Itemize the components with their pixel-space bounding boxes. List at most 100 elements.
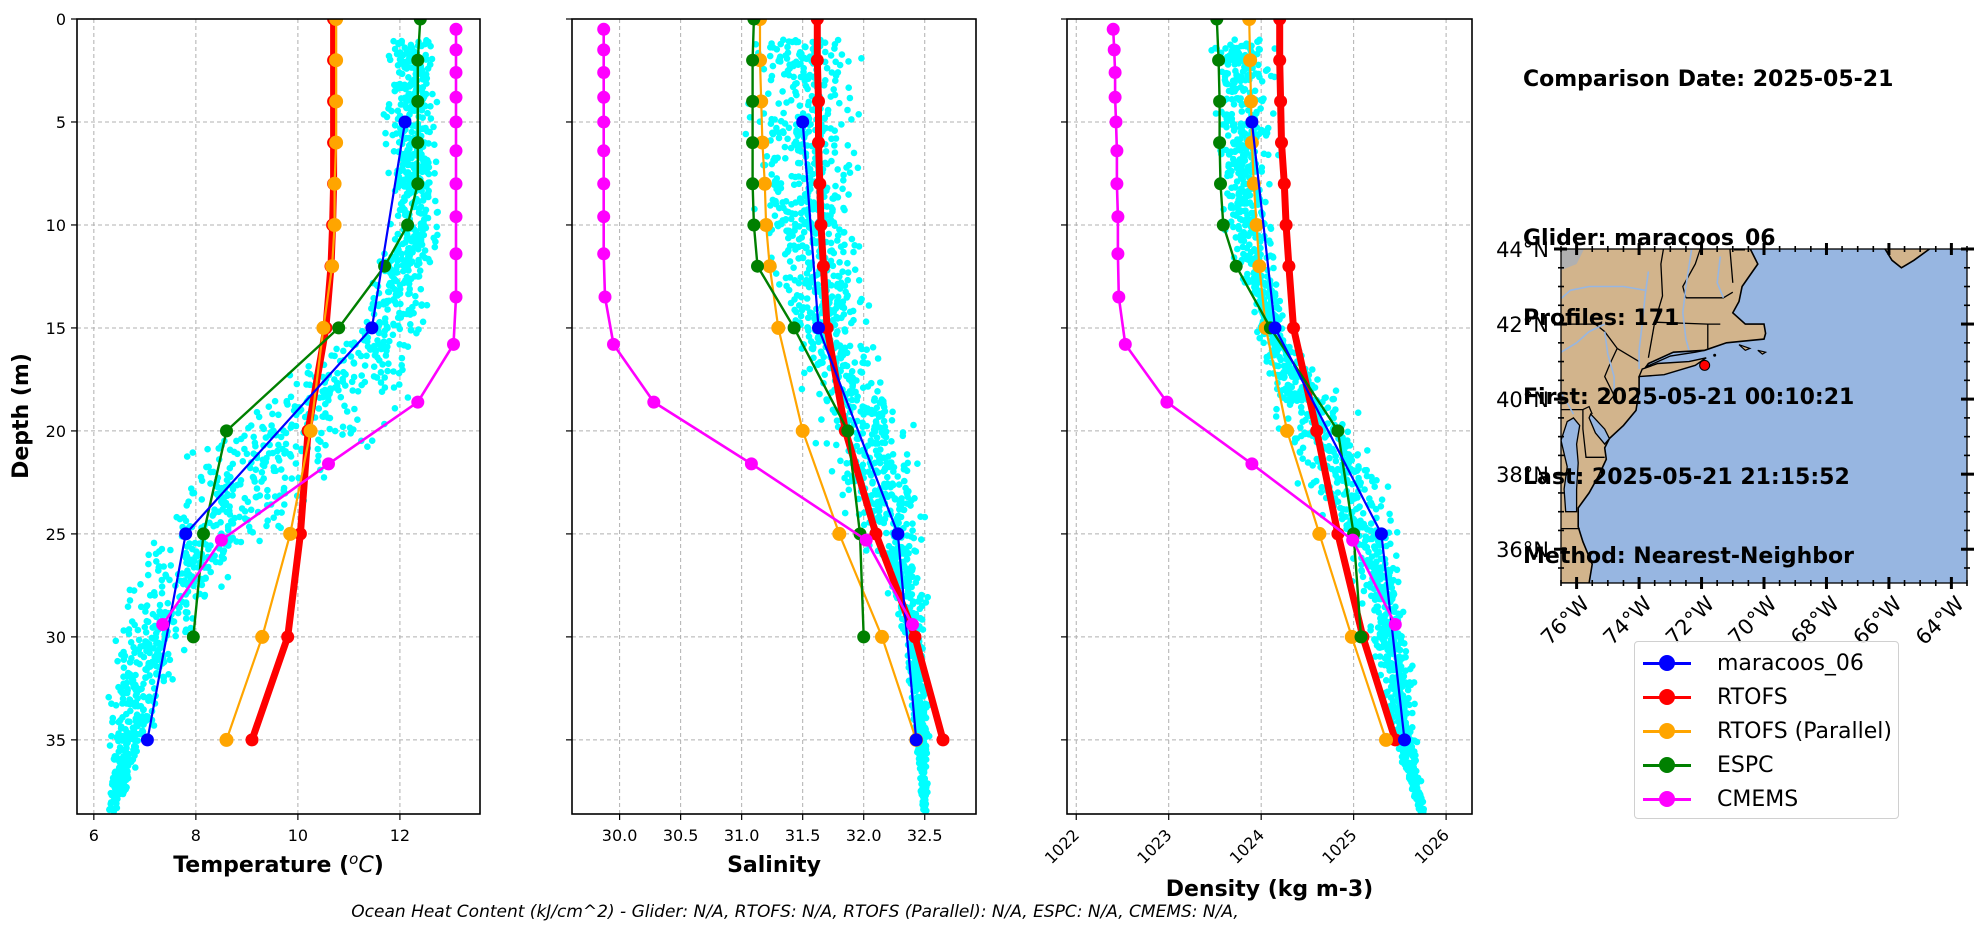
series-marker	[197, 527, 210, 541]
scatter-point	[320, 413, 327, 421]
scatter-point	[848, 235, 856, 243]
scatter-point	[1378, 565, 1386, 572]
series-marker	[156, 618, 170, 631]
scatter-point	[844, 276, 851, 284]
scatter-point	[792, 88, 799, 96]
legend-item-maracoos: maracoos_06	[1643, 646, 1864, 680]
scatter-point	[1227, 202, 1235, 209]
scatter-point	[911, 495, 918, 502]
series-line	[801, 120, 918, 742]
scatter-point	[314, 445, 322, 453]
scatter-point	[106, 806, 113, 814]
scatter-point	[1404, 686, 1412, 694]
scatter-point	[798, 234, 805, 241]
scatter-point	[1243, 149, 1250, 157]
scatter-point	[839, 268, 846, 276]
scatter-point	[1330, 414, 1337, 422]
scatter-point	[162, 571, 169, 579]
scatter-point	[828, 468, 836, 475]
scatter-point	[391, 45, 399, 53]
scatter-point	[864, 442, 872, 450]
scatter-point	[166, 656, 174, 664]
scatter-point	[396, 325, 404, 333]
series-marker	[747, 19, 761, 26]
scatter-point	[139, 727, 146, 734]
scatter-point	[796, 102, 804, 109]
scatter-point	[909, 520, 916, 527]
scatter-point	[411, 243, 419, 250]
x-tick-label: 30.0	[602, 826, 638, 845]
scatter-point	[153, 558, 160, 565]
series-marker	[449, 115, 463, 129]
scatter-point	[183, 559, 190, 567]
scatter-point	[824, 106, 832, 114]
scatter-point	[1340, 491, 1348, 498]
series-marker	[293, 527, 307, 541]
scatter-point	[247, 527, 254, 535]
series-marker	[869, 527, 883, 541]
scatter-point	[867, 437, 875, 444]
scatter-point	[855, 111, 862, 118]
scatter-point	[892, 538, 899, 546]
scatter-point	[836, 259, 843, 266]
scatter-point	[829, 316, 837, 324]
scatter-point	[831, 127, 838, 134]
glider-name: Glider: maracoos_06	[1523, 226, 1776, 251]
series-marker	[607, 337, 620, 351]
scatter-point	[1377, 661, 1385, 668]
scatter-point	[144, 571, 152, 579]
scatter-point	[1263, 358, 1270, 365]
scatter-point	[924, 593, 931, 601]
scatter-point	[398, 354, 406, 362]
scatter-point	[787, 97, 795, 104]
scatter-point	[1412, 779, 1420, 787]
scatter-point	[1387, 659, 1395, 667]
scatter-point	[1381, 655, 1389, 662]
scatter-point	[259, 423, 266, 431]
scatter-point	[1239, 195, 1246, 203]
lat-tick-label: 36°N	[1496, 538, 1549, 562]
scatter-point	[427, 115, 435, 122]
series-marker	[327, 218, 342, 232]
scatter-point	[354, 416, 361, 424]
scatter-point	[916, 594, 924, 601]
scatter-point	[124, 754, 132, 762]
series-marker	[597, 144, 611, 158]
scatter-point	[1310, 479, 1318, 486]
scatter-point	[767, 202, 774, 209]
series-marker	[746, 177, 760, 191]
scatter-point	[380, 298, 388, 306]
scatter-point	[777, 117, 785, 125]
scatter-point	[1409, 662, 1416, 670]
scatter-point	[873, 404, 881, 412]
scatter-point	[401, 64, 408, 71]
scatter-point	[1229, 155, 1237, 163]
scatter-point	[846, 169, 854, 176]
scatter-point	[1276, 316, 1283, 323]
scatter-point	[763, 153, 771, 160]
scatter-point	[877, 379, 884, 386]
series-marker	[597, 90, 611, 104]
scatter-point	[193, 548, 200, 555]
series-marker	[597, 115, 611, 129]
scatter-point	[224, 573, 232, 581]
scatter-point	[874, 498, 882, 506]
scatter-point	[861, 359, 868, 367]
scatter-point	[1322, 394, 1329, 401]
scatter-point	[820, 81, 828, 88]
scatter-point	[1368, 592, 1375, 600]
scatter-point	[1374, 603, 1382, 610]
scatter-point	[1348, 492, 1355, 499]
scatter-point	[1389, 666, 1397, 674]
scatter-point	[275, 411, 282, 419]
scatter-point	[358, 381, 366, 389]
series-marker	[747, 218, 761, 232]
scatter-point	[839, 301, 846, 309]
scatter-point	[119, 762, 127, 770]
scatter-point	[421, 162, 429, 169]
scatter-point	[431, 141, 438, 148]
scatter-point	[130, 644, 137, 651]
scatter-point	[903, 451, 911, 458]
scatter-point	[322, 441, 329, 449]
